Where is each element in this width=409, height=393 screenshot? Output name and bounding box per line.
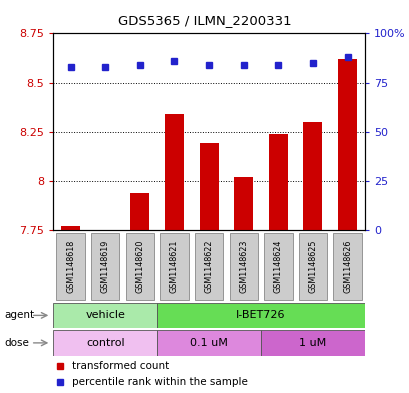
Bar [157,303,364,328]
Text: GSM1148626: GSM1148626 [342,240,351,293]
Text: GSM1148623: GSM1148623 [238,240,247,293]
Text: GSM1148618: GSM1148618 [66,240,75,293]
Bar [130,193,149,230]
Text: 1 uM: 1 uM [299,338,326,348]
Bar [303,122,322,230]
Text: 0.1 uM: 0.1 uM [190,338,227,348]
Bar [160,233,188,300]
Bar [157,330,261,356]
Bar [268,134,287,230]
Text: transformed count: transformed count [72,361,169,371]
Bar [125,233,154,300]
Bar [234,177,253,230]
Bar [53,330,157,356]
Bar [56,233,85,300]
Text: GSM1148621: GSM1148621 [170,240,179,293]
Bar [194,233,223,300]
Text: control: control [86,338,124,348]
Text: percentile rank within the sample: percentile rank within the sample [72,377,247,387]
Bar [91,233,119,300]
Text: GSM1148622: GSM1148622 [204,239,213,293]
Bar [61,226,80,230]
Text: GSM1148620: GSM1148620 [135,240,144,293]
Text: GSM1148624: GSM1148624 [273,240,282,293]
Text: I-BET726: I-BET726 [236,310,285,320]
Bar [261,330,364,356]
Bar [333,233,361,300]
Text: dose: dose [4,338,29,348]
Text: GSM1148625: GSM1148625 [308,239,317,293]
Bar [164,114,184,230]
Bar [53,303,157,328]
Text: vehicle: vehicle [85,310,125,320]
Bar [229,233,257,300]
Bar [298,233,326,300]
Text: agent: agent [4,310,34,320]
Bar [337,59,356,230]
Text: GSM1148619: GSM1148619 [101,240,110,293]
Text: GDS5365 / ILMN_2200331: GDS5365 / ILMN_2200331 [118,14,291,27]
Bar [263,233,292,300]
Bar [199,143,218,230]
